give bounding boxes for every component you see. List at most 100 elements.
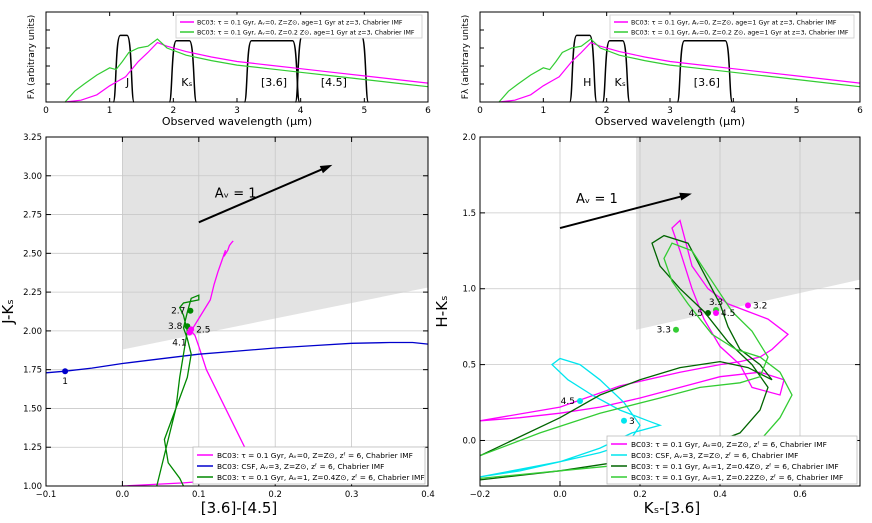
x-tick-label: 1 [107, 106, 113, 116]
panel-top-left: J Kₛ [3.6] [4.5] 0 1 2 3 4 5 6 Observed wavelength … [27, 11, 431, 128]
filter-label: Kₛ [615, 76, 626, 89]
track-line-green [156, 294, 200, 487]
y-axis-label: Fλ (arbitrary units) [461, 15, 471, 100]
x-axis-label: [3.6]-[4.5] [201, 499, 278, 517]
age-label: 3 [629, 417, 635, 427]
filter-curve-J [112, 34, 135, 103]
y-tick-label: 3.00 [23, 172, 42, 182]
legend: BC03: τ = 0.1 Gyr, Aᵥ=0, Z=Z⊙, zᶠ = 6, C… [192, 446, 426, 485]
extinction-arrow-head [679, 192, 692, 201]
filter-label: [3.6] [261, 76, 287, 89]
legend-entry: BC03: τ = 0.1 Gyr, Aᵥ=0, Z=Z⊙, zᶠ = 6, C… [631, 440, 827, 449]
x-tick-label: 5 [794, 106, 800, 116]
age-label: 3.3 [657, 326, 671, 336]
x-tick-label: 3 [667, 106, 673, 116]
age-label: 3.2 [753, 301, 767, 311]
age-marker [673, 326, 679, 333]
age-label: 4.1 [172, 338, 186, 348]
legend-entry: BC03: CSF, Aᵥ=3, Z=Z⊙, zᶠ = 6, Chabrier … [217, 462, 384, 471]
age-marker [62, 368, 69, 375]
age-marker [187, 307, 194, 314]
x-tick-label: 0.4 [713, 490, 727, 500]
legend-box [609, 14, 855, 39]
x-axis-label: Observed wavelength (μm) [595, 115, 745, 128]
age-label: 3.8 [168, 322, 183, 332]
x-tick-label: 4 [298, 106, 304, 116]
track-line-darkgreen [479, 234, 773, 481]
y-axis-label: Fλ (arbitrary units) [27, 15, 37, 100]
age-marker [186, 329, 193, 336]
legend-entry: BC03: CSF, Aᵥ=3, Z=Z⊙, zᶠ = 6, Chabrier … [631, 451, 798, 460]
age-marker [705, 310, 711, 317]
axes-frame [479, 136, 861, 487]
y-tick-label: 2.0 [462, 133, 476, 143]
x-tick-label: 0.2 [633, 490, 647, 500]
selection-region [636, 137, 860, 330]
age-label: 2.5 [196, 325, 210, 335]
x-tick-label: 3 [234, 106, 240, 116]
spectrum-line-1 [498, 38, 861, 103]
y-tick-label: 3.25 [23, 133, 42, 143]
y-tick-label: 0.5 [462, 361, 476, 371]
x-axis-label: Kₛ-[3.6] [644, 499, 700, 517]
x-tick-label: 6 [425, 106, 431, 116]
legend: BC03: τ = 0.1 Gyr, Aᵥ=0, Z=Z⊙, zᶠ = 6, C… [606, 435, 858, 485]
filter-label: J [125, 76, 129, 89]
age-label: 4.5 [721, 309, 735, 319]
legend-entry: BC03: τ = 0.1 Gyr, Aᵥ=0, Z=0.2 Z⊙, age=1… [631, 30, 849, 37]
y-tick-label: 1.75 [23, 366, 42, 376]
x-tick-label: 0.4 [421, 490, 435, 500]
filter-curve-[3.6] [676, 40, 734, 103]
filter-curve-Kₛ [168, 40, 198, 103]
y-tick-label: 0.0 [462, 436, 476, 446]
y-tick-label: 2.25 [23, 288, 42, 298]
filter-label: [4.5] [321, 76, 347, 89]
legend-entry: BC03: τ = 0.1 Gyr, Aᵥ=0, Z=Z⊙, age=1 Gyr… [197, 20, 403, 27]
age-label: 3.3 [709, 298, 723, 308]
legend-box [175, 14, 423, 39]
panel-top-right: H Kₛ [3.6] 0 1 2 3 4 5 6 Observed wavelength (μm) F… [461, 11, 863, 128]
age-label: 4.5 [689, 309, 703, 319]
legend-entry: BC03: τ = 0.1 Gyr, Aᵥ=0, Z=Z⊙, zᶠ = 6, C… [217, 451, 413, 460]
spectrum-line-0 [65, 41, 429, 103]
legend-entry: BC03: τ = 0.1 Gyr, Aᵥ=1, Z=0.22Z⊙, zᶠ = … [631, 473, 843, 482]
x-tick-label: 0.6 [793, 490, 807, 500]
filter-label: Kₛ [181, 76, 192, 89]
filter-label: H [583, 76, 591, 89]
age-label: 4.5 [561, 397, 575, 407]
x-tick-label: 0 [477, 106, 483, 116]
y-tick-label: 1.0 [462, 285, 476, 295]
extinction-arrow [198, 165, 330, 224]
y-axis-label: J-Kₛ [0, 299, 17, 325]
spectrum-line-1 [64, 38, 429, 103]
x-tick-label: 4 [730, 106, 736, 116]
x-tick-label: 0.2 [268, 490, 282, 500]
x-axis-label: Observed wavelength (μm) [162, 115, 312, 128]
y-tick-label: 1.25 [23, 443, 42, 453]
track-line-blue [45, 341, 429, 374]
legend-box [192, 446, 426, 485]
age-marker [745, 302, 751, 309]
panel-bottom-left: 1 2.7 3.8 2.5 4.1 Aᵥ = 1 −0.1 0.0 0.1 0.2 0.3 0.4 1.… [0, 133, 435, 517]
legend-entry: BC03: τ = 0.1 Gyr, Aᵥ=1, Z=0.4Z⊙, zᶠ = 6… [217, 473, 425, 482]
extinction-label: Aᵥ = 1 [576, 192, 618, 207]
y-tick-label: 2.00 [23, 327, 42, 337]
age-marker [713, 310, 719, 317]
extinction-label: Aᵥ = 1 [215, 186, 257, 201]
age-label: 1 [62, 377, 68, 387]
legend: BC03: τ = 0.1 Gyr, Aᵥ=0, Z=Z⊙, age=1 Gyr… [609, 14, 855, 39]
x-tick-label: 0.3 [345, 490, 359, 500]
spectrum-line-0 [498, 41, 861, 103]
filter-label: [3.6] [694, 76, 720, 89]
x-tick-label: 6 [857, 106, 863, 116]
legend-entry: BC03: τ = 0.1 Gyr, Aᵥ=0, Z=0.2 Z⊙, age=1… [197, 30, 415, 37]
y-tick-label: 1.50 [23, 404, 42, 414]
y-tick-label: 2.50 [23, 249, 42, 259]
x-tick-label: 1 [540, 106, 546, 116]
extinction-arrow [559, 193, 689, 230]
x-tick-label: 0.0 [116, 490, 130, 500]
filter-curve-H [568, 34, 598, 103]
y-axis-label: H-Kₛ [433, 295, 451, 327]
